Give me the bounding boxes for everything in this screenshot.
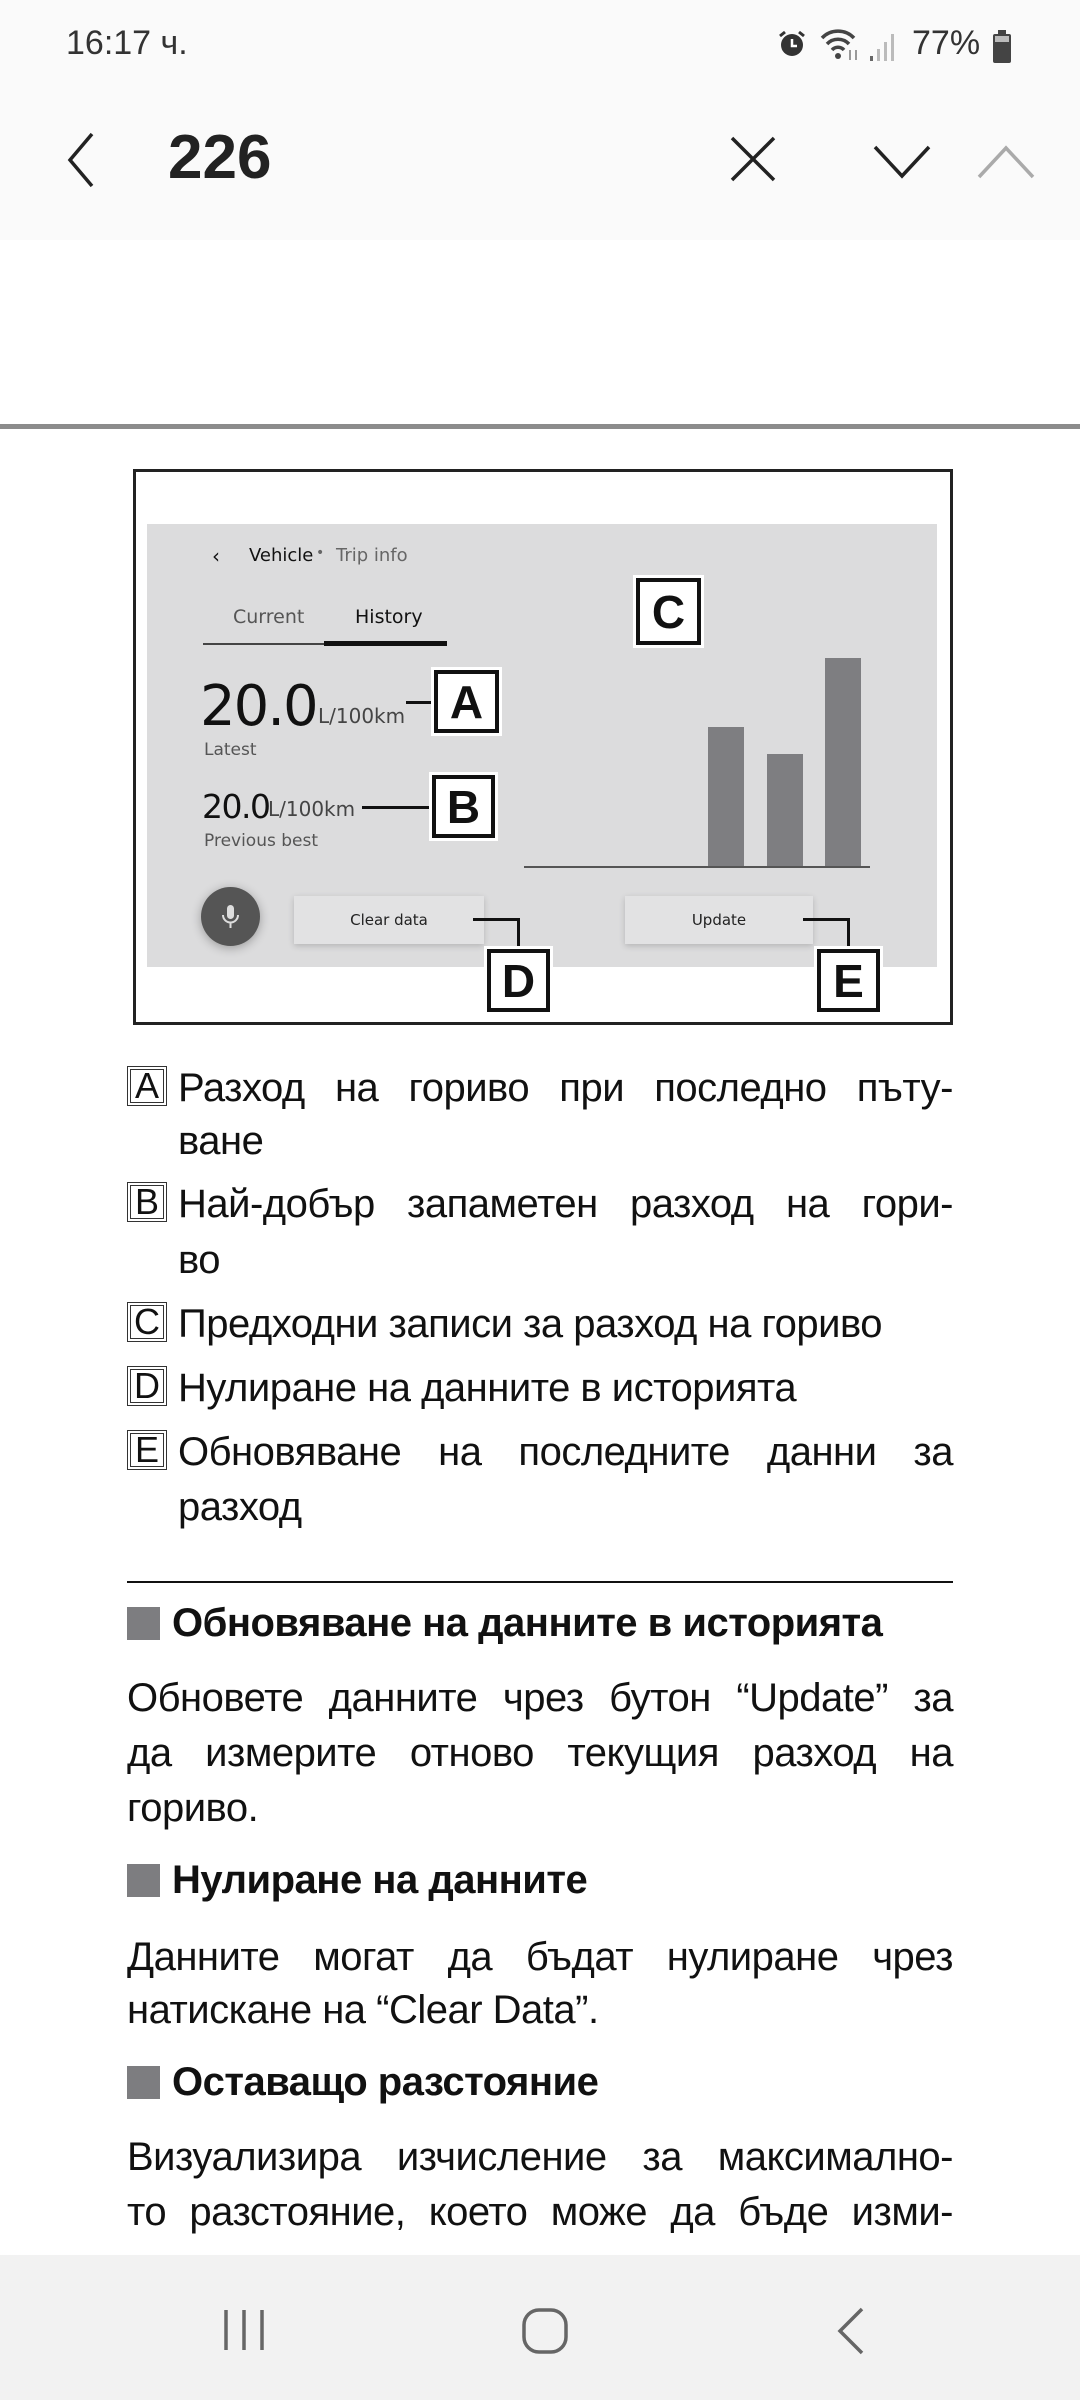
microphone-icon	[222, 905, 239, 928]
history-bar	[767, 753, 803, 866]
callout-d: D	[487, 949, 550, 1012]
voice-button	[201, 887, 260, 946]
bullet-square-icon	[127, 1864, 160, 1897]
best-value: 20.0	[202, 787, 271, 826]
alarm-icon	[776, 28, 808, 60]
navigation-bar	[0, 2255, 1080, 2400]
best-unit: L/100km	[268, 797, 356, 821]
legend-e-line-1: Обновяване на последните данни за	[178, 1430, 954, 1474]
breadcrumb-current: Trip info	[336, 545, 408, 566]
callout-b: B	[432, 775, 495, 838]
legend-a-line-2: ване	[178, 1119, 264, 1163]
section-heading-reset: Нулиране на данните	[127, 1858, 588, 1903]
page-number: 226	[168, 123, 272, 192]
clear-data-button: Clear data	[294, 896, 484, 944]
next-result-button[interactable]	[872, 144, 932, 180]
callout-e-leader-v	[847, 918, 850, 950]
legend-key-b: B	[127, 1181, 167, 1222]
history-bar	[708, 726, 744, 866]
best-label: Previous best	[204, 831, 319, 851]
section-update-line-1: Обновете данните чрез бутон “Update” за	[127, 1676, 954, 1720]
legend-key-d: D	[127, 1365, 167, 1406]
bullet-square-icon	[127, 2066, 160, 2099]
latest-value: 20.0	[200, 674, 319, 739]
recent-apps-button[interactable]	[220, 2308, 268, 2352]
signal-icon	[868, 32, 896, 62]
section-reset-line-1: Данните могат да бъдат нулиране чрез	[127, 1935, 954, 1979]
section-rule	[127, 1581, 953, 1583]
section-heading-range: Оставащо разстояние	[127, 2060, 599, 2105]
callout-c: C	[636, 578, 701, 645]
home-button[interactable]	[520, 2306, 570, 2356]
legend-key-c: C	[127, 1301, 167, 1342]
status-time: 16:17 ч.	[66, 24, 188, 62]
legend-c-line-1: Предходни записи за разход на гориво	[178, 1302, 883, 1346]
legend-key-a: A	[127, 1065, 167, 1106]
breadcrumb-separator: •	[316, 545, 325, 561]
section-heading-update: Обновяване на данните в историята	[127, 1601, 883, 1646]
section-range-line-1: Визуализира изчисление за максимално-	[127, 2135, 954, 2179]
legend-b-line-2: во	[178, 1238, 221, 1282]
legend-a-line-1: Разход на гориво при последно пъту-	[178, 1066, 954, 1110]
tab-current: Current	[233, 606, 305, 628]
page-divider	[0, 424, 1080, 429]
callout-a-leader	[406, 701, 436, 704]
legend-key-e: E	[127, 1429, 167, 1470]
heading-text: Нулиране на данните	[172, 1858, 588, 1902]
legend-e-line-2: разход	[178, 1485, 302, 1529]
top-app-bar	[0, 0, 1080, 240]
wifi-icon	[820, 26, 860, 62]
trip-info-screen	[147, 524, 937, 967]
history-bar	[825, 658, 861, 866]
chart-baseline	[524, 866, 870, 868]
tab-history: History	[355, 606, 423, 628]
callout-e-leader	[803, 918, 850, 921]
heading-text: Обновяване на данните в историята	[172, 1601, 883, 1645]
callout-d-leader	[473, 918, 520, 921]
update-button: Update	[625, 896, 813, 944]
heading-text: Оставащо разстояние	[172, 2060, 599, 2104]
breadcrumb-parent: Vehicle	[249, 545, 314, 566]
legend-b-line-1: Най-добър запаметен разход на гори-	[178, 1182, 954, 1226]
legend-d-line-1: Нулиране на данните в историята	[178, 1366, 797, 1410]
back-button[interactable]	[62, 130, 102, 190]
section-range-line-2: то разстояние, което може да бъде изми-	[127, 2190, 954, 2234]
callout-a: A	[434, 670, 499, 733]
battery-percent: 77%	[912, 24, 981, 62]
system-back-button[interactable]	[834, 2306, 868, 2356]
tab-active-indicator	[324, 641, 447, 646]
section-update-line-2: да измерите отново текущия разход на	[127, 1731, 954, 1775]
close-search-button[interactable]	[728, 134, 778, 184]
previous-result-button[interactable]	[976, 144, 1036, 180]
callout-e: E	[817, 949, 880, 1012]
latest-label: Latest	[204, 740, 257, 760]
callout-d-leader-v	[517, 918, 520, 950]
battery-icon	[992, 30, 1012, 64]
bullet-square-icon	[127, 1607, 160, 1640]
section-update-line-3: гориво.	[127, 1786, 259, 1830]
breadcrumb-back-icon: ‹	[212, 544, 220, 568]
latest-unit: L/100km	[318, 704, 406, 728]
section-reset-line-2: натискане на “Clear Data”.	[127, 1988, 599, 2032]
callout-b-leader	[362, 806, 434, 809]
